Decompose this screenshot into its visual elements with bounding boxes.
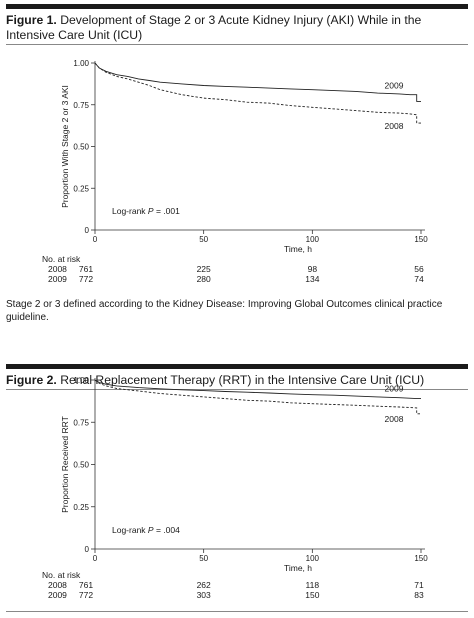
figure-1-y-tick-label: 0.75	[73, 101, 89, 110]
figure-2-logrank-annotation: Log-rank P = .004	[112, 525, 180, 535]
figure-2-caption: Figure 2. Renal Replacement Therapy (RRT…	[6, 373, 468, 388]
figure-2-bottom-rule	[6, 611, 468, 612]
figure-1-x-tick-label: 50	[199, 235, 208, 244]
figure-1-risk-title: No. at risk	[42, 254, 81, 264]
figure-1-x-tick-label: 150	[414, 235, 428, 244]
figure-1-y-axis-label: Proportion With Stage 2 or 3 AKI	[60, 85, 70, 208]
figure-2-x-tick-label: 50	[199, 554, 208, 563]
figure-1-risk-row-label: 2008	[48, 264, 67, 274]
figure-1-series-2009-label: 2009	[385, 81, 404, 91]
figure-2-risk-cell: 303	[197, 590, 211, 600]
figure-1-series-2008-label: 2008	[385, 121, 404, 131]
figure-1-label: Figure 1.	[6, 13, 57, 27]
figure-1-risk-cell: 772	[79, 274, 93, 284]
figure-2-label: Figure 2.	[6, 373, 57, 387]
figure-2-title: Renal Replacement Therapy (RRT) in the I…	[60, 373, 425, 387]
figure-2-x-tick-label: 150	[414, 554, 428, 563]
figure-2-risk-title: No. at risk	[42, 570, 81, 580]
figure-1-y-tick-label: 1.00	[73, 59, 89, 68]
figure-2-risk-cell: 150	[305, 590, 319, 600]
figure-1-risk-cell: 761	[79, 264, 93, 274]
figure-2-top-bar	[6, 364, 468, 369]
figure-2-risk-cell: 71	[414, 580, 424, 590]
figure-1-x-axis-label: Time, h	[284, 244, 312, 254]
figure-2-series-2008-line	[94, 379, 421, 415]
figure-1-risk-row-label: 2009	[48, 274, 67, 284]
figure-2-risk-cell: 772	[79, 590, 93, 600]
figure-2-risk-cell: 118	[306, 580, 320, 590]
figure-2-risk-cell: 262	[197, 580, 211, 590]
figure-2-risk-row-label: 2009	[48, 590, 67, 600]
figure-2-series-2008-label: 2008	[385, 414, 404, 424]
figure-1-series-2008-line	[94, 62, 421, 124]
figure-2-series-2009-line	[94, 379, 421, 400]
figure-1-top-bar	[6, 4, 468, 9]
figure-1-title: Development of Stage 2 or 3 Acute Kidney…	[6, 13, 422, 42]
figure-2-risk-cell: 83	[414, 590, 424, 600]
figure-1-series-2009-line	[94, 62, 421, 102]
figure-2-y-tick-label: 0	[85, 545, 90, 554]
figure-2-x-axis-label: Time, h	[284, 563, 312, 573]
figure-2-series-2009-label: 2009	[385, 384, 404, 394]
figure-2-y-tick-label: 1.00	[73, 376, 89, 385]
figure-1-caption: Figure 1. Development of Stage 2 or 3 Ac…	[6, 13, 468, 43]
figure-1-footnote: Stage 2 or 3 defined according to the Ki…	[6, 299, 443, 323]
figure-2-x-tick-label: 0	[93, 554, 98, 563]
figure-2-chart: 0 0.25 0.50 0.75 1.00 0 50 100 150 Proportion Rec…	[42, 376, 428, 600]
figure-1-risk-cell: 98	[308, 264, 318, 274]
figure-2-caption-rule	[6, 389, 468, 390]
figure-2-risk-row-label: 2008	[48, 580, 67, 590]
figure-2-y-tick-label: 0.25	[73, 503, 89, 512]
figure-1-logrank-annotation: Log-rank P = .001	[112, 206, 180, 216]
figure-2-y-tick-label: 0.50	[73, 461, 89, 470]
figure-1-risk-cell: 280	[197, 274, 211, 284]
figure-2-y-tick-label: 0.75	[73, 418, 89, 427]
figure-1-y-tick-label: 0.50	[73, 143, 89, 152]
figure-1-chart: 0 0.25 0.50 0.75 1.00 0 50 100 150 Proportion Wit…	[42, 59, 428, 284]
figure-2-y-axis-label: Proportion Received RRT	[60, 416, 70, 513]
figure-1-x-tick-label: 0	[93, 235, 98, 244]
figure-1-y-tick-label: 0.25	[73, 184, 89, 193]
figure-2-risk-cell: 761	[79, 580, 93, 590]
figure-1-risk-cell: 225	[197, 264, 211, 274]
figure-2-x-tick-label: 100	[306, 554, 320, 563]
figure-1-y-tick-label: 0	[85, 226, 90, 235]
figure-1-risk-cell: 56	[414, 264, 424, 274]
figure-1-caption-rule	[6, 44, 468, 45]
figure-1-risk-cell: 134	[305, 274, 319, 284]
figure-1-x-tick-label: 100	[306, 235, 320, 244]
figure-1-risk-cell: 74	[414, 274, 424, 284]
